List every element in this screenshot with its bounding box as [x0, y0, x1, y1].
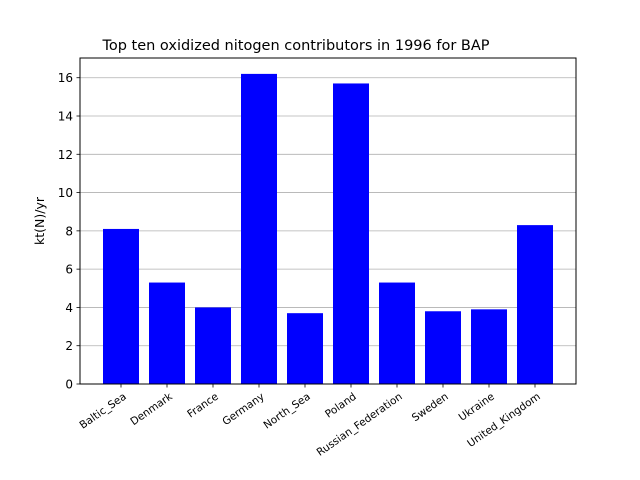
y-tick-label: 14 [58, 110, 73, 124]
chart-title: Top ten oxidized nitogen contributors in… [101, 38, 489, 54]
bar [471, 309, 507, 384]
bar [517, 225, 553, 384]
bars [103, 73, 553, 385]
bar [287, 313, 323, 384]
y-axis-label: kt(N)/yr [32, 196, 47, 245]
y-tick-label: 12 [58, 148, 73, 162]
plot-frame [79, 57, 577, 385]
y-axis-ticks: 0 2 4 6 8 10 12 14 16 [58, 71, 80, 392]
bar [103, 228, 139, 384]
bar [379, 282, 415, 384]
y-tick-label: 8 [65, 224, 73, 238]
y-tick-label: 16 [58, 71, 73, 85]
y-tick-label: 0 [65, 378, 73, 392]
y-tick-label: 6 [65, 263, 73, 277]
bar [333, 83, 369, 384]
y-tick-label: 10 [58, 186, 73, 200]
bar [149, 282, 185, 384]
bar [241, 73, 277, 385]
y-tick-label: 2 [65, 339, 73, 353]
y-tick-label: 4 [65, 301, 73, 315]
bar [425, 311, 461, 384]
bar [195, 307, 231, 384]
